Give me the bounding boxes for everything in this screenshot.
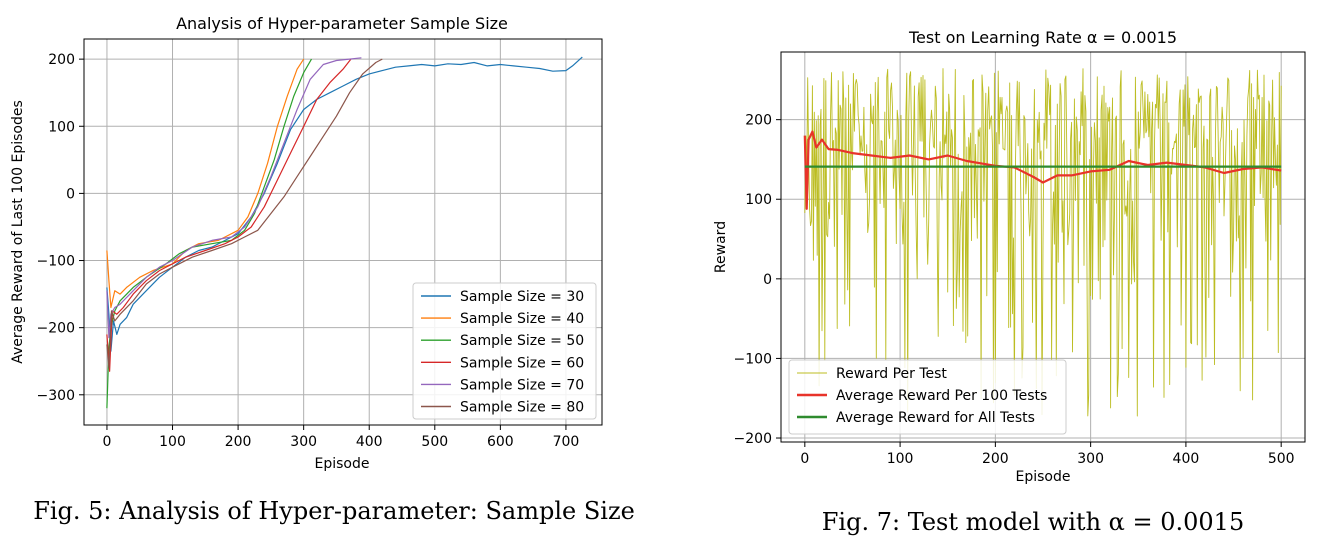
x-tick-label: 100 (159, 434, 186, 450)
series-line-1 (804, 68, 1282, 417)
x-tick-label: 700 (553, 434, 580, 450)
x-tick-label: 500 (421, 434, 448, 450)
x-tick-label: 400 (356, 434, 383, 450)
y-tick-label: 0 (763, 272, 772, 288)
x-tick-label: 100 (887, 451, 914, 467)
legend-label: Average Reward Per 100 Tests (836, 388, 1047, 404)
legend-label: Average Reward for All Tests (836, 410, 1035, 426)
y-tick-label: −200 (37, 321, 75, 337)
y-tick-label: −200 (734, 431, 772, 447)
plot-frame (780, 51, 1306, 443)
legend-label: Reward Per Test (836, 366, 947, 382)
y-tick-label: 200 (745, 113, 772, 129)
y-tick-label: −100 (734, 351, 772, 367)
legend-label: Sample Size = 80 (460, 400, 584, 416)
x-tick-label: 200 (225, 434, 252, 450)
plot-lines (803, 68, 1282, 417)
series-line-6 (106, 58, 383, 369)
sample-size-chart: Analysis of Hyper-parameter Sample Size … (10, 14, 603, 472)
x-axis-label: Episode (1016, 469, 1071, 485)
tick-labels: 0 100 200 300 400 500 −200 −100 0 100 200 (734, 113, 1295, 467)
plot-lines (106, 56, 583, 409)
y-tick-label: 0 (66, 186, 75, 202)
y-tick-label: 100 (48, 119, 75, 135)
x-tick-label: 300 (290, 434, 317, 450)
legend-label: Sample Size = 50 (460, 333, 584, 349)
legend-box (412, 282, 597, 420)
figure-caption: Fig. 7: Test model with α = 0.0015 (822, 508, 1244, 536)
y-tick-label: −100 (37, 254, 75, 270)
x-tick-label: 0 (102, 434, 111, 450)
x-tick-label: 400 (1173, 451, 1200, 467)
legend: Sample Size = 30 Sample Size = 40 Sample S… (412, 282, 597, 420)
y-tick-label: −300 (37, 388, 75, 404)
legend: Reward Per Test Average Reward Per 100 Te… (788, 359, 1067, 435)
series-line-5 (106, 57, 362, 339)
figure-caption: Fig. 5: Analysis of Hyper-parameter: Sam… (33, 497, 635, 525)
series-line-2 (106, 58, 305, 309)
legend-label: Sample Size = 60 (460, 355, 584, 371)
legend-label: Sample Size = 30 (460, 289, 584, 305)
x-tick-label: 300 (1077, 451, 1104, 467)
chart-title: Test on Learning Rate α = 0.0015 (908, 28, 1177, 47)
series-line-3 (106, 58, 313, 409)
y-axis-label: Reward (713, 221, 729, 273)
series-line-4 (106, 58, 352, 372)
chart-title: Analysis of Hyper-parameter Sample Size (176, 14, 508, 33)
y-tick-label: 100 (745, 192, 772, 208)
x-tick-label: 600 (487, 434, 514, 450)
tick-labels: 0 100 200 300 400 500 600 700 −300 −200 −100 0 100 20… (37, 52, 580, 450)
learning-rate-chart: Test on Learning Rate α = 0.0015 0 100 200… (713, 28, 1306, 485)
x-tick-label: 200 (982, 451, 1009, 467)
legend-label: Sample Size = 70 (460, 377, 584, 393)
x-tick-label: 500 (1268, 451, 1295, 467)
y-tick-label: 200 (48, 52, 75, 68)
legend-box (788, 359, 1067, 435)
y-axis-label: Average Reward of Last 100 Episodes (10, 100, 26, 364)
x-axis-label: Episode (315, 456, 370, 472)
plot-frame (83, 38, 603, 426)
legend-label: Sample Size = 40 (460, 311, 584, 327)
x-tick-label: 0 (800, 451, 809, 467)
